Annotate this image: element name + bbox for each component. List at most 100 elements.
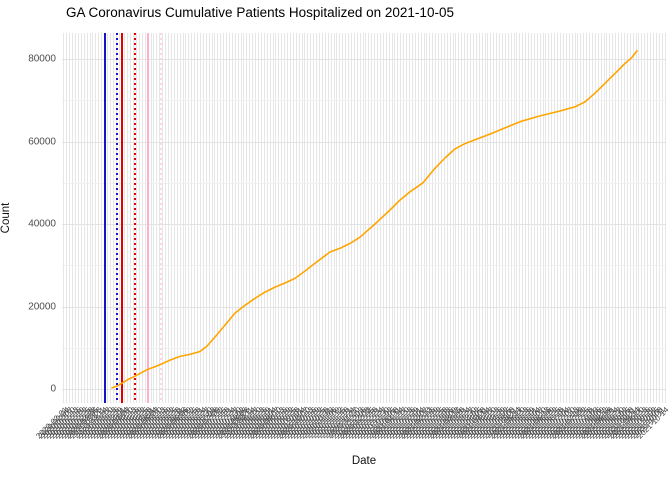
gridline-vertical <box>109 33 111 403</box>
gridline-vertical <box>348 33 350 403</box>
gridline-vertical <box>440 33 442 403</box>
gridline-vertical <box>377 33 379 403</box>
gridline-vertical <box>284 33 286 403</box>
gridline-vertical <box>426 33 428 403</box>
gridline-major <box>62 59 666 60</box>
gridline-vertical <box>301 33 303 403</box>
gridline-vertical <box>519 33 521 403</box>
gridline-vertical <box>658 33 660 403</box>
gridline-vertical <box>409 33 410 403</box>
gridline-vertical <box>107 33 108 403</box>
gridline-vertical <box>501 33 503 403</box>
gridline-vertical <box>278 33 280 403</box>
gridline-vertical <box>487 33 489 403</box>
gridline-major <box>62 224 666 225</box>
gridline-vertical <box>562 33 564 403</box>
gridline-vertical <box>173 33 175 403</box>
gridline-vertical <box>80 33 82 403</box>
gridline-vertical <box>464 33 466 403</box>
plot-panel <box>62 33 666 403</box>
event-line-blue-dotted <box>116 33 118 403</box>
gridline-vertical <box>307 33 309 403</box>
gridline-vertical <box>368 33 370 403</box>
gridline-minor <box>62 265 666 267</box>
gridline-vertical <box>165 33 167 403</box>
event-line-red-solid <box>121 33 123 403</box>
gridline-vertical <box>603 33 605 403</box>
gridline-vertical <box>528 33 530 403</box>
gridline-vertical <box>75 33 77 403</box>
gridline-vertical <box>530 33 532 403</box>
gridline-vertical <box>295 33 297 403</box>
gridline-vertical <box>211 33 213 403</box>
gridline-vertical <box>615 33 617 403</box>
gridline-vertical <box>359 33 361 403</box>
gridline-vertical <box>182 33 184 403</box>
gridline-vertical <box>400 33 402 403</box>
gridline-vertical <box>353 33 355 403</box>
gridline-vertical <box>580 33 582 403</box>
gridline-vertical <box>243 33 245 403</box>
gridline-vertical <box>522 33 524 403</box>
gridline-vertical <box>89 33 91 403</box>
gridline-vertical <box>397 33 399 403</box>
gridline-vertical <box>414 33 416 403</box>
gridline-vertical <box>469 33 471 403</box>
gridline-vertical <box>130 33 132 403</box>
gridline-vertical <box>252 33 254 403</box>
gridline-vertical <box>86 33 88 403</box>
gridline-vertical <box>533 33 535 403</box>
gridline-vertical <box>539 33 541 403</box>
gridline-vertical <box>388 33 390 403</box>
gridline-vertical <box>287 33 289 403</box>
gridline-vertical <box>226 33 228 403</box>
gridline-vertical <box>246 33 248 403</box>
gridline-vertical <box>478 33 480 403</box>
gridline-vertical <box>446 33 448 403</box>
gridline-vertical <box>484 33 486 403</box>
gridline-vertical <box>144 33 146 403</box>
gridline-vertical <box>205 33 207 403</box>
gridline-vertical <box>423 33 425 403</box>
gridline-vertical <box>136 33 138 403</box>
gridline-vertical <box>365 33 367 403</box>
gridline-vertical <box>66 33 68 403</box>
gridline-vertical <box>263 33 265 403</box>
gridline-vertical <box>612 33 614 403</box>
gridline-vertical <box>240 33 242 403</box>
gridline-vertical <box>647 33 649 403</box>
gridline-vertical <box>435 33 437 403</box>
gridline-vertical <box>394 33 396 403</box>
gridline-vertical <box>493 33 495 403</box>
y-tick-label: 60000 <box>28 136 56 147</box>
gridline-vertical <box>318 33 320 403</box>
gridline-vertical <box>281 33 283 403</box>
gridline-vertical <box>626 33 628 403</box>
gridline-vertical <box>150 33 152 403</box>
gridline-minor <box>62 347 666 349</box>
event-line-red-dotted <box>134 33 136 403</box>
gridline-vertical <box>220 33 222 403</box>
gridline-vertical <box>202 33 204 403</box>
gridline-vertical <box>411 33 413 403</box>
gridline-vertical <box>101 33 103 403</box>
gridline-vertical <box>475 33 477 403</box>
gridline-vertical <box>330 33 332 403</box>
gridline-vertical <box>333 33 335 403</box>
gridline-vertical <box>586 33 588 403</box>
gridline-vertical <box>655 33 657 403</box>
gridline-vertical <box>249 33 251 403</box>
gridline-vertical <box>356 33 358 403</box>
cumulative-line-path <box>111 50 638 389</box>
gridline-minor <box>62 182 666 184</box>
gridline-vertical <box>162 33 164 403</box>
gridline-vertical <box>417 33 419 403</box>
gridline-vertical <box>391 33 393 403</box>
gridline-vertical <box>568 33 570 403</box>
gridline-vertical <box>258 33 259 403</box>
gridline-vertical <box>179 33 181 403</box>
gridline-vertical <box>632 33 634 403</box>
gridline-vertical <box>185 33 187 403</box>
gridline-vertical <box>443 33 445 403</box>
gridline-vertical <box>504 33 506 403</box>
